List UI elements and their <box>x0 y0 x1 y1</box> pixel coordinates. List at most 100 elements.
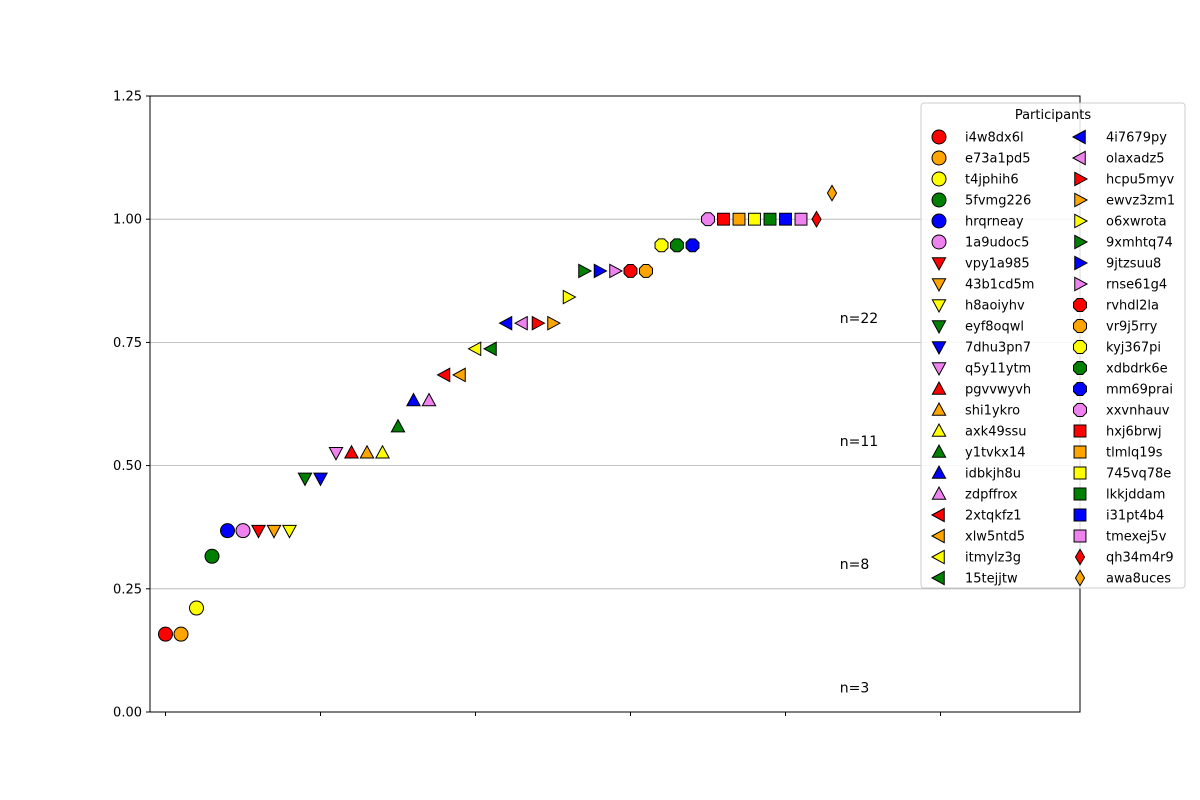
data-point <box>547 315 562 331</box>
legend-label: olaxadz5 <box>1106 152 1165 167</box>
data-point <box>498 315 513 331</box>
data-point <box>421 392 437 407</box>
data-point <box>562 289 577 305</box>
legend-item: t4jphih6 <box>931 171 1019 188</box>
legend-label: 9jtzsuu8 <box>1106 257 1161 272</box>
data-point <box>451 367 466 383</box>
legend-item: xxvnhauv <box>1073 403 1170 419</box>
legend-label: xxvnhauv <box>1106 404 1170 419</box>
legend-label: lkkjddam <box>1106 488 1165 503</box>
legend-marker <box>1073 508 1087 522</box>
data-point <box>794 212 808 226</box>
legend-label: i31pt4b4 <box>1106 509 1164 524</box>
legend-label: hcpu5myv <box>1106 173 1175 188</box>
legend-item: 745vq78e <box>1073 466 1171 482</box>
legend-label: 4i7679py <box>1106 131 1167 146</box>
legend-marker <box>931 320 947 335</box>
data-point <box>763 212 777 226</box>
legend-item: tmexej5v <box>1073 530 1167 545</box>
legend-label: mm69prai <box>1106 383 1173 398</box>
legend-marker <box>1074 192 1089 208</box>
legend-label: kyj367pi <box>1106 341 1161 356</box>
data-point <box>406 392 421 407</box>
data-point <box>266 524 282 539</box>
legend-marker <box>1071 150 1086 166</box>
legend-item: axk49ssu <box>931 422 1027 440</box>
legend-item: tlmlq19s <box>1073 446 1163 461</box>
legend-item: e73a1pd5 <box>931 150 1031 167</box>
data-point <box>779 212 792 226</box>
legend-marker <box>931 299 947 314</box>
legend-label: hrqrneay <box>965 215 1024 230</box>
legend-item: 15tejjtw <box>930 570 1018 587</box>
data-point <box>578 263 593 279</box>
legend-marker <box>931 150 947 166</box>
data-point <box>251 524 266 539</box>
data-point <box>670 238 684 253</box>
legend-marker <box>1073 466 1087 480</box>
legend-item: ewvz3zm1 <box>1074 192 1175 209</box>
y-tick-label: 1.00 <box>113 213 142 228</box>
legend-item: vpy1a985 <box>931 257 1030 272</box>
legend-marker <box>931 443 947 458</box>
legend-item: mm69prai <box>1073 382 1173 398</box>
legend-marker <box>1073 361 1087 375</box>
legend-label: rvhdl2la <box>1106 299 1159 314</box>
legend-label: vr9j5rry <box>1106 320 1158 335</box>
data-point <box>639 263 653 278</box>
legend-item: awa8uces <box>1074 569 1171 587</box>
legend-marker <box>1073 403 1087 417</box>
legend-label: q5y11ytm <box>965 362 1031 377</box>
legend-item: lkkjddam <box>1073 488 1165 503</box>
data-point <box>235 523 251 539</box>
annotations: n=22 n=11 n=8 n=3 <box>840 311 878 697</box>
legend-item: pgvvwyvh <box>931 380 1031 398</box>
legend-marker <box>1074 276 1089 292</box>
legend-label: i4w8dx6l <box>965 131 1024 146</box>
data-point <box>513 315 528 331</box>
data-point <box>654 238 669 253</box>
legend-marker <box>931 171 947 187</box>
legend-item: vr9j5rry <box>1073 319 1158 335</box>
legend-item: 5fvmg226 <box>931 192 1031 209</box>
data-point <box>390 418 406 433</box>
legend-item: h8aoiyhv <box>931 299 1025 314</box>
data-point <box>748 212 761 226</box>
y-tick-label: 0.50 <box>113 459 142 474</box>
legend-item: rnse61g4 <box>1074 276 1167 293</box>
legend-marker <box>1073 382 1087 396</box>
legend-label: xdbdrk6e <box>1106 362 1168 377</box>
legend-label: 43b1cd5m <box>965 278 1034 293</box>
data-point <box>593 263 608 279</box>
axis-ticks: 0.00 0.25 0.50 0.75 1.00 1.25 <box>113 90 941 721</box>
legend-label: idbkjh8u <box>965 467 1021 482</box>
data-point <box>482 341 497 357</box>
legend-label: 7dhu3pn7 <box>965 341 1031 356</box>
legend-marker <box>1074 234 1089 250</box>
data-point <box>531 315 546 331</box>
data-point <box>609 263 624 279</box>
legend-label: vpy1a985 <box>965 257 1030 272</box>
legend-title: Participants <box>1015 108 1092 123</box>
legend-marker <box>1073 319 1087 333</box>
data-point <box>717 212 730 226</box>
legend-label: rnse61g4 <box>1106 278 1167 293</box>
legend-marker <box>931 422 947 437</box>
data-points <box>158 184 838 642</box>
y-tick-label: 0.75 <box>113 336 142 351</box>
data-point <box>297 472 313 487</box>
legend-item: i4w8dx6l <box>931 129 1024 146</box>
legend-marker <box>1074 171 1089 187</box>
data-point <box>811 210 822 228</box>
legend-item: xdbdrk6e <box>1073 361 1168 377</box>
legend-marker <box>1074 548 1086 566</box>
legend-item: 9xmhtq74 <box>1074 234 1173 251</box>
legend-label: tlmlq19s <box>1106 446 1163 461</box>
legend-marker <box>931 192 947 208</box>
data-point <box>701 212 715 227</box>
legend-item: y1tvkx14 <box>931 443 1026 461</box>
count-annotation: n=8 <box>840 557 870 573</box>
legend-item: 4i7679py <box>1071 129 1167 146</box>
legend-marker <box>1073 298 1087 312</box>
